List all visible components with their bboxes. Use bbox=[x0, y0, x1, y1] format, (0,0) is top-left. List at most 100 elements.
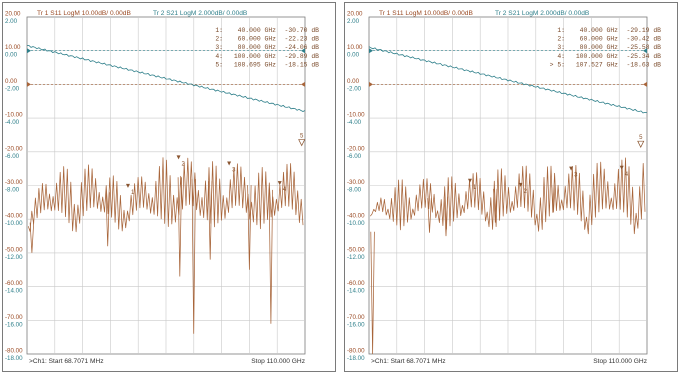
s11-null-dip bbox=[29, 222, 35, 253]
marker-row-index: 4: bbox=[557, 53, 565, 60]
marker-frequency: 40.000 GHz bbox=[238, 27, 277, 34]
marker-number: 4 bbox=[283, 187, 287, 193]
trace2-ref-arrow bbox=[643, 48, 647, 54]
marker-triangle bbox=[619, 165, 624, 170]
active-marker-triangle bbox=[298, 139, 306, 147]
s11-null-dip bbox=[105, 192, 110, 247]
trace2-tick-label: -8.00 bbox=[5, 187, 20, 194]
marker-number: 5 bbox=[639, 135, 643, 141]
marker-triangle bbox=[518, 182, 523, 187]
trace1-tick-label: -30.00 bbox=[5, 179, 23, 186]
marker-number: 2 bbox=[182, 161, 186, 167]
trace1-label: Tr 1 S11 LogM 10.00dB/ 0.00dB bbox=[379, 10, 473, 17]
chart-svg-right: 20.002.0010.000.000.00-2.00-10.00-4.00-2… bbox=[347, 10, 661, 365]
trace2-tick-label: -2.00 bbox=[347, 85, 362, 92]
axis-ticks-left: 20.002.0010.000.000.00-2.00-10.00-4.00-2… bbox=[5, 11, 23, 363]
trace2-tick-label: 0.00 bbox=[5, 52, 18, 59]
marker-table-left: 1: 40.000 GHz -30.70 dB 2: 60.000 GHz -22.23 … bbox=[215, 27, 319, 68]
trace1-ref-arrow bbox=[369, 81, 373, 87]
marker-value: -30.70 dB bbox=[284, 27, 319, 34]
s11-null-dip bbox=[208, 181, 213, 260]
trace2-ref-arrow bbox=[301, 48, 305, 54]
traces-right: 1 2 3 4 5 bbox=[368, 46, 648, 355]
s11-null-dip bbox=[493, 188, 498, 223]
marker-row-index: 1: bbox=[557, 27, 565, 34]
trace1-tick-label: 20.00 bbox=[347, 11, 363, 18]
s11-trace bbox=[370, 157, 646, 235]
trace1-tick-label: -40.00 bbox=[347, 213, 365, 220]
s11-null-dip bbox=[551, 185, 556, 213]
marker-triangle bbox=[125, 183, 130, 188]
trace2-tick-label: -6.00 bbox=[347, 153, 362, 160]
trace1-ref-arrow bbox=[27, 81, 31, 87]
trace2-tick-label: -4.00 bbox=[5, 119, 20, 126]
marker-row-index: 5: bbox=[215, 61, 223, 68]
trace2-tick-label: -14.00 bbox=[347, 288, 365, 295]
marker-triangle bbox=[569, 166, 574, 171]
trace2-tick-label: -14.00 bbox=[5, 288, 23, 295]
marker-value: -25.34 dB bbox=[626, 53, 661, 60]
marker-number: 1 bbox=[473, 185, 477, 191]
marker-row-index: 3: bbox=[215, 44, 223, 51]
marker-row-index: 4: bbox=[215, 53, 223, 60]
trace1-label: Tr 1 S11 LogM 10.00dB/ 0.00dB bbox=[37, 10, 131, 17]
marker-triangle bbox=[277, 181, 282, 186]
trace2-tick-label: -4.00 bbox=[347, 119, 362, 126]
trace2-tick-label: -10.00 bbox=[5, 220, 23, 227]
trace1-tick-label: -40.00 bbox=[5, 213, 23, 220]
marker-value: -18.63 dB bbox=[626, 61, 661, 68]
trace2-tick-label: -16.00 bbox=[5, 321, 23, 328]
marker-value: -22.23 dB bbox=[284, 36, 319, 43]
marker-row-index: > 5: bbox=[550, 61, 565, 68]
trace1-tick-label: -20.00 bbox=[5, 145, 23, 152]
trace1-tick-label: -10.00 bbox=[347, 112, 365, 119]
marker-value: -30.42 dB bbox=[626, 36, 661, 43]
marker-frequency: 107.527 GHz bbox=[576, 61, 618, 68]
s21-trace bbox=[368, 46, 648, 114]
trace1-tick-label: -50.00 bbox=[347, 246, 365, 253]
stop-label: Stop 110.000 GHz bbox=[593, 358, 647, 365]
marker-number: 1 bbox=[131, 190, 135, 196]
marker-row-index: 3: bbox=[557, 44, 565, 51]
traces-left: 1 2 3 4 5 bbox=[26, 45, 306, 334]
marker-row-index: 1: bbox=[215, 27, 223, 34]
marker-number: 4 bbox=[625, 172, 629, 178]
trace1-ref-arrow bbox=[643, 81, 647, 87]
trace1-tick-label: -80.00 bbox=[347, 348, 365, 355]
trace2-ref-arrow bbox=[369, 48, 373, 54]
trace2-tick-label: -18.00 bbox=[347, 355, 365, 362]
trace1-tick-label: -20.00 bbox=[347, 145, 365, 152]
trace2-tick-label: 2.00 bbox=[5, 18, 18, 25]
trace1-tick-label: -10.00 bbox=[5, 112, 23, 119]
trace1-tick-label: -70.00 bbox=[5, 314, 23, 321]
marker-triangle bbox=[227, 161, 232, 166]
trace1-tick-label: 20.00 bbox=[5, 11, 21, 18]
s21-trace bbox=[26, 45, 306, 112]
marker-frequency: 108.695 GHz bbox=[234, 61, 276, 68]
marker-value: -29.19 dB bbox=[626, 27, 661, 34]
trace2-tick-label: -18.00 bbox=[5, 355, 23, 362]
s11-null-dip bbox=[268, 189, 273, 324]
vna-chart-left: 20.00 2.00 10.00 0.00 0.00 -2.00 -10.00 -4.00 -2… bbox=[2, 2, 336, 372]
trace1-tick-label: -80.00 bbox=[5, 348, 23, 355]
trace1-ref-arrow bbox=[301, 81, 305, 87]
marker-number: 2 bbox=[524, 189, 528, 195]
stop-label: Stop 110.000 GHz bbox=[251, 358, 305, 365]
s11-trace bbox=[27, 157, 304, 233]
marker-value: -24.06 dB bbox=[284, 44, 319, 51]
trace1-tick-label: -30.00 bbox=[347, 179, 365, 186]
trace2-tick-label: -6.00 bbox=[5, 153, 20, 160]
trace2-tick-label: -12.00 bbox=[5, 254, 23, 261]
trace2-label: Tr 2 S21 LogM 2.000dB/ 0.00dB bbox=[153, 10, 248, 17]
marker-number: 3 bbox=[574, 173, 578, 179]
s11-null-dip bbox=[370, 231, 375, 355]
marker-frequency: 100.000 GHz bbox=[576, 53, 618, 60]
chart-svg-left: 20.002.0010.000.000.00-2.00-10.00-4.00-2… bbox=[5, 10, 319, 365]
marker-triangle bbox=[176, 155, 181, 160]
marker-row-index: 2: bbox=[557, 36, 565, 43]
trace1-tick-label: -60.00 bbox=[347, 280, 365, 287]
start-label: >Ch1: Start 68.7071 MHz bbox=[371, 358, 446, 365]
trace2-ref-arrow bbox=[27, 48, 31, 54]
trace2-label: Tr 2 S21 LogM 2.000dB/ 0.00dB bbox=[495, 10, 590, 17]
marker-frequency: 80.000 GHz bbox=[580, 44, 619, 51]
